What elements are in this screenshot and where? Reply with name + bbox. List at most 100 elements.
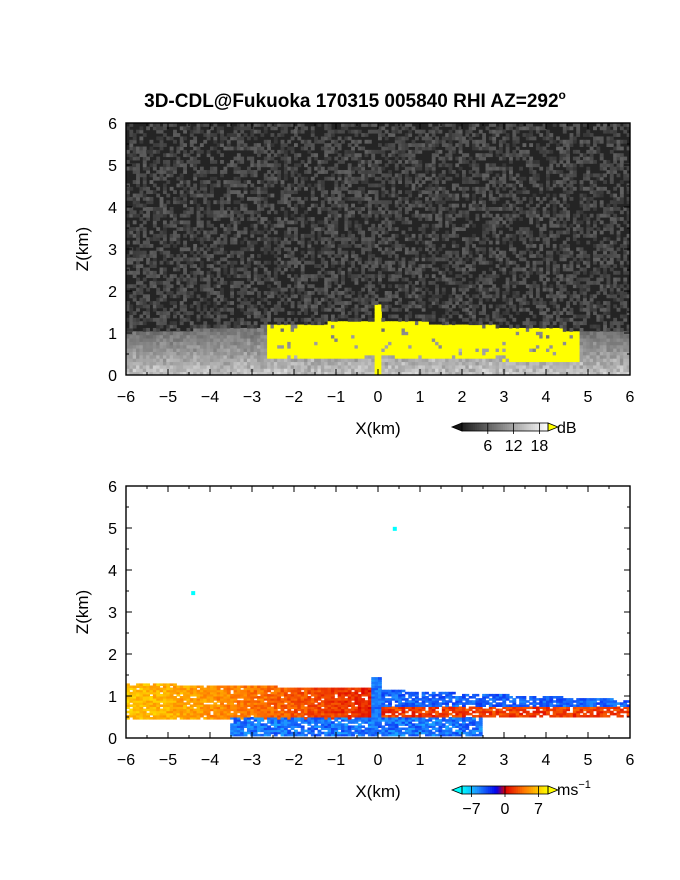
intensity-cell	[173, 321, 177, 326]
intensity-cell	[173, 274, 177, 279]
intensity-cell	[300, 368, 305, 373]
intensity-cell	[156, 341, 161, 346]
intensity-cell	[421, 190, 426, 195]
intensity-cell	[260, 327, 265, 332]
intensity-cell	[159, 247, 164, 252]
intensity-cell	[152, 307, 157, 312]
intensity-cell	[267, 143, 271, 148]
intensity-cell	[404, 159, 409, 164]
intensity-cell	[347, 129, 352, 134]
intensity-cell	[411, 354, 416, 359]
intensity-cell	[468, 136, 473, 141]
intensity-cell	[408, 133, 413, 137]
intensity-cell	[183, 358, 187, 363]
intensity-cell	[213, 210, 218, 215]
intensity-cell	[357, 139, 362, 144]
intensity-cell	[126, 344, 130, 349]
intensity-cell	[428, 176, 433, 181]
intensity-cell	[398, 331, 403, 336]
intensity-cell	[435, 139, 439, 144]
intensity-cell	[216, 327, 221, 332]
intensity-cell	[361, 170, 366, 174]
intensity-cell	[431, 210, 436, 215]
intensity-cell	[391, 344, 396, 349]
intensity-cell	[364, 284, 369, 289]
intensity-cell	[304, 321, 308, 326]
intensity-cell	[307, 149, 312, 154]
intensity-cell	[411, 203, 416, 208]
intensity-cell	[404, 304, 409, 309]
intensity-cell	[273, 334, 278, 339]
intensity-cell	[472, 146, 476, 151]
intensity-cell	[294, 344, 298, 349]
intensity-cell	[391, 143, 396, 148]
intensity-cell	[210, 156, 214, 161]
intensity-cell	[448, 170, 453, 174]
intensity-cell	[270, 307, 275, 312]
intensity-cell	[206, 287, 211, 292]
intensity-cell	[357, 294, 362, 299]
intensity-cell	[300, 358, 305, 363]
intensity-cell	[327, 277, 332, 282]
intensity-cell	[210, 257, 214, 262]
intensity-cell	[438, 338, 443, 342]
intensity-cell	[414, 143, 419, 148]
intensity-cell	[142, 344, 147, 349]
intensity-cell	[488, 166, 493, 171]
intensity-cell	[257, 260, 261, 265]
intensity-cell	[374, 294, 379, 299]
intensity-cell	[189, 364, 194, 369]
intensity-cell	[297, 173, 302, 178]
intensity-cell	[438, 196, 443, 201]
intensity-cell	[206, 358, 211, 363]
intensity-cell	[179, 143, 184, 148]
intensity-cell	[482, 247, 487, 252]
intensity-cell	[196, 170, 201, 174]
intensity-cell	[425, 139, 429, 144]
intensity-cell	[364, 348, 369, 352]
intensity-cell	[263, 149, 268, 154]
intensity-cell	[408, 338, 413, 342]
intensity-cell	[159, 304, 164, 309]
intensity-cell	[240, 247, 245, 252]
intensity-cell	[404, 284, 409, 289]
intensity-cell	[448, 331, 453, 336]
intensity-cell	[156, 354, 161, 359]
intensity-cell	[297, 351, 302, 356]
intensity-cell	[337, 327, 342, 332]
intensity-cell	[203, 307, 208, 312]
intensity-cell	[472, 133, 476, 137]
intensity-cell	[364, 344, 369, 349]
intensity-cell	[451, 344, 456, 349]
intensity-cell	[146, 371, 151, 376]
intensity-cell	[435, 351, 439, 356]
intensity-cell	[304, 254, 308, 258]
intensity-cell	[357, 163, 362, 168]
intensity-cell	[213, 334, 218, 339]
intensity-cell	[132, 317, 137, 322]
intensity-cell	[324, 133, 329, 137]
intensity-cell	[451, 291, 456, 295]
intensity-cell	[482, 348, 487, 352]
intensity-cell	[425, 213, 429, 218]
intensity-cell	[193, 243, 198, 248]
intensity-cell	[411, 324, 416, 329]
intensity-cell	[472, 180, 476, 184]
intensity-cell	[263, 358, 268, 363]
intensity-cell	[448, 358, 453, 363]
intensity-cell	[139, 331, 144, 336]
intensity-cell	[408, 123, 413, 127]
intensity-cell	[320, 317, 325, 322]
intensity-cell	[421, 277, 426, 282]
intensity-cell	[381, 351, 386, 356]
intensity-cell	[199, 173, 204, 178]
intensity-cell	[243, 297, 248, 302]
intensity-cell	[277, 223, 282, 228]
intensity-cell	[196, 358, 201, 363]
intensity-cell	[159, 233, 164, 238]
intensity-cell	[394, 173, 399, 178]
intensity-cell	[240, 317, 245, 322]
intensity-cell	[203, 321, 208, 326]
intensity-cell	[166, 243, 171, 248]
intensity-cell	[421, 344, 426, 349]
